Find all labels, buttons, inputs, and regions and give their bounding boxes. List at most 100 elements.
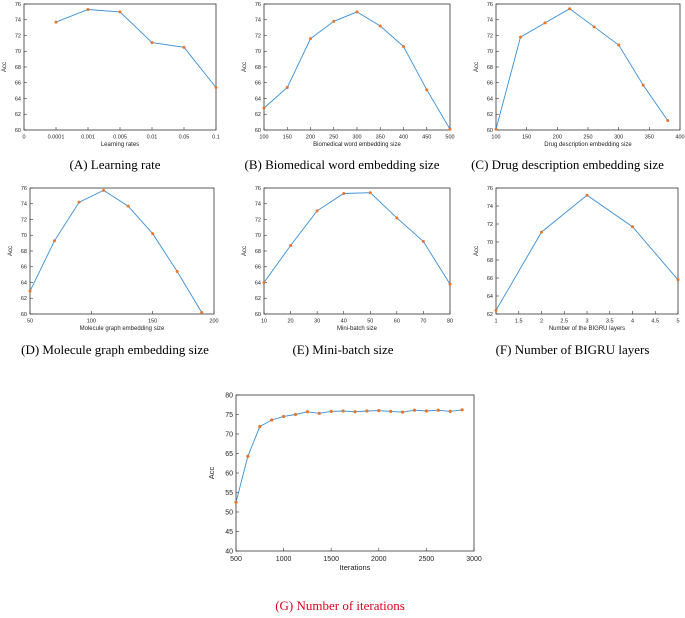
y-tick-label: 64 [487,294,493,300]
data-point [448,409,452,413]
x-tick-label: 0.001 [81,135,95,141]
y-tick-label: 72 [255,33,261,39]
data-point [53,239,57,243]
caption-b: (B) Biomedical word embedding size [244,157,440,172]
y-tick-label: 72 [487,222,493,228]
data-point [317,411,321,415]
data-point [86,8,90,12]
x-tick-label: 4.5 [651,319,659,325]
x-tick-label: 200 [306,135,315,141]
data-point [585,193,589,197]
y-tick-label: 72 [255,217,261,223]
x-tick-label: 80 [447,319,453,325]
data-point [568,7,572,11]
plot-frame [263,187,451,315]
y-tick-label: 40 [225,548,233,555]
chart-g-iterations: 40 45 50 55 60 65 70 75 80 500 1000 1500 2000 2500 300… [207,392,482,572]
y-tick-label: 80 [225,392,233,399]
data-point [389,409,393,413]
y-tick-label: 65 [225,451,233,458]
panel-e: 60 62 64 66 68 70 72 74 76 10 20 30 40 50 60 70 80 Mini-b… [228,182,458,362]
data-point [102,188,106,192]
y-tick-label: 62 [21,296,27,302]
data-point [258,424,262,429]
series-line [29,189,203,313]
caption-a: (A) Learning rate [69,157,161,172]
y-tick-label: 66 [487,81,493,87]
data-point [494,308,498,312]
panel-b: 60 62 64 66 68 70 72 74 76 100 150 200 250 300 350 400 4… [228,0,458,180]
data-point [494,127,498,131]
y-tick-label: 64 [255,280,261,286]
y-tick-label: 70 [487,240,493,246]
data-point [365,409,369,413]
y-tick-label: 64 [255,96,261,102]
y-tick-label: 60 [21,312,27,318]
data-point [293,412,298,417]
y-tick-label: 60 [15,128,21,134]
y-axis-label: Acc [474,62,480,72]
y-tick-label: 62 [487,312,493,318]
x-tick-label: 0.05 [179,135,190,141]
y-tick-label: 74 [15,18,21,24]
data-point [631,225,634,229]
y-tick-label: 74 [255,202,261,208]
data-point [315,209,319,213]
x-tick-label: 2000 [371,556,387,563]
data-point [289,243,293,247]
chart-a-learning-rate: 60 62 64 66 68 70 72 74 76 0 0.0001 0.001 0.005 0.01 0… [2,2,220,148]
y-tick-label: 70 [225,431,233,438]
x-tick-label: 300 [614,135,623,141]
series-line [235,409,463,503]
y-axis-label: Acc [242,246,248,256]
data-point [353,410,357,414]
x-tick-label: 20 [288,319,294,325]
x-tick-label: 1 [494,319,497,325]
data-point [151,232,155,236]
y-tick-label: 68 [255,65,261,71]
data-point [282,414,286,419]
x-tick-label: 3 [585,319,588,325]
data-point [425,88,429,92]
chart-d-molecule-graph-embedding: 60 62 64 66 68 70 72 74 76 50 100 150 200 Molecule gr… [8,186,219,332]
series-line [495,8,669,130]
y-tick-label: 76 [255,2,261,8]
data-point [378,24,382,28]
data-point [342,192,346,196]
data-point [118,10,122,14]
x-tick-label: 450 [422,135,431,141]
y-tick-label: 70 [21,233,27,239]
data-point [262,106,266,110]
x-tick-label: 200 [209,319,218,325]
y-tick-label: 74 [255,18,261,24]
data-point [54,20,58,24]
y-axis-label: Acc [242,62,248,72]
y-tick-label: 76 [255,186,261,192]
x-tick-label: 250 [329,135,338,141]
y-tick-label: 76 [487,186,493,192]
y-tick-label: 75 [225,412,233,419]
x-tick-label: 500 [445,135,454,141]
panel-c: 60 62 64 66 68 70 72 74 76 100 150 200 250 300 350 400 D… [460,0,685,180]
data-point [175,269,179,273]
y-tick-label: 76 [15,2,21,8]
y-tick-label: 72 [15,33,21,39]
x-tick-label: 70 [420,319,426,325]
x-tick-label: 10 [261,319,267,325]
data-point [401,410,405,414]
chart-f-bigru-layers: 62 64 66 68 70 72 74 76 1 1.5 2 2.5 3 3.5 4 4.5 5 Number … [474,186,680,332]
x-axis-label: Biomedical word embedding size [313,142,401,148]
y-tick-label: 70 [255,233,261,239]
y-axis-label: Acc [2,62,8,72]
data-point [460,408,464,412]
y-tick-label: 62 [15,112,21,118]
panel-g: 40 45 50 55 60 65 70 75 80 500 1000 1500 2000 2500 300… [200,385,482,618]
y-tick-label: 68 [15,65,21,71]
data-point [592,25,596,29]
x-tick-label: 1000 [276,556,292,563]
data-point [402,45,405,49]
y-tick-label: 74 [487,18,493,24]
x-tick-label: 350 [645,135,654,141]
data-point [436,408,440,412]
y-tick-label: 60 [255,128,261,134]
